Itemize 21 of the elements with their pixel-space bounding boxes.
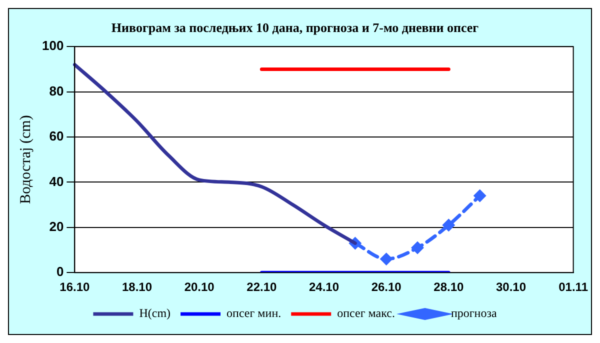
x-tick-label: 18.10: [122, 280, 152, 294]
legend-label: H(cm): [139, 306, 171, 320]
legend-label: прогноза: [450, 306, 498, 320]
y-tick-label: 80: [49, 83, 64, 98]
x-tick-label: 16.10: [60, 280, 90, 294]
y-tick-label: 0: [56, 264, 64, 280]
chart-title: Нивограм за последњих 10 дана, прогноза и 7-мо дневни опсег: [111, 20, 479, 36]
x-tick-label: 20.10: [184, 280, 215, 294]
y-tick-label: 60: [49, 128, 64, 144]
x-tick-label: 28.10: [434, 280, 464, 294]
x-tick-label: 26.10: [371, 280, 402, 294]
y-tick-label: 40: [49, 174, 64, 189]
x-tick-label: 22.10: [246, 280, 278, 294]
y-tick-label: 20: [49, 218, 64, 234]
y-axis-title: Водостај (cm): [18, 115, 34, 204]
x-tick-label: 24.10: [308, 280, 340, 294]
x-tick-label: 30.10: [496, 280, 526, 294]
legend-label: опсег макс.: [337, 306, 395, 320]
x-tick-label: 01.11: [558, 280, 588, 294]
legend-label: опсег мин.: [226, 306, 282, 320]
y-tick-label: 100: [42, 38, 64, 54]
